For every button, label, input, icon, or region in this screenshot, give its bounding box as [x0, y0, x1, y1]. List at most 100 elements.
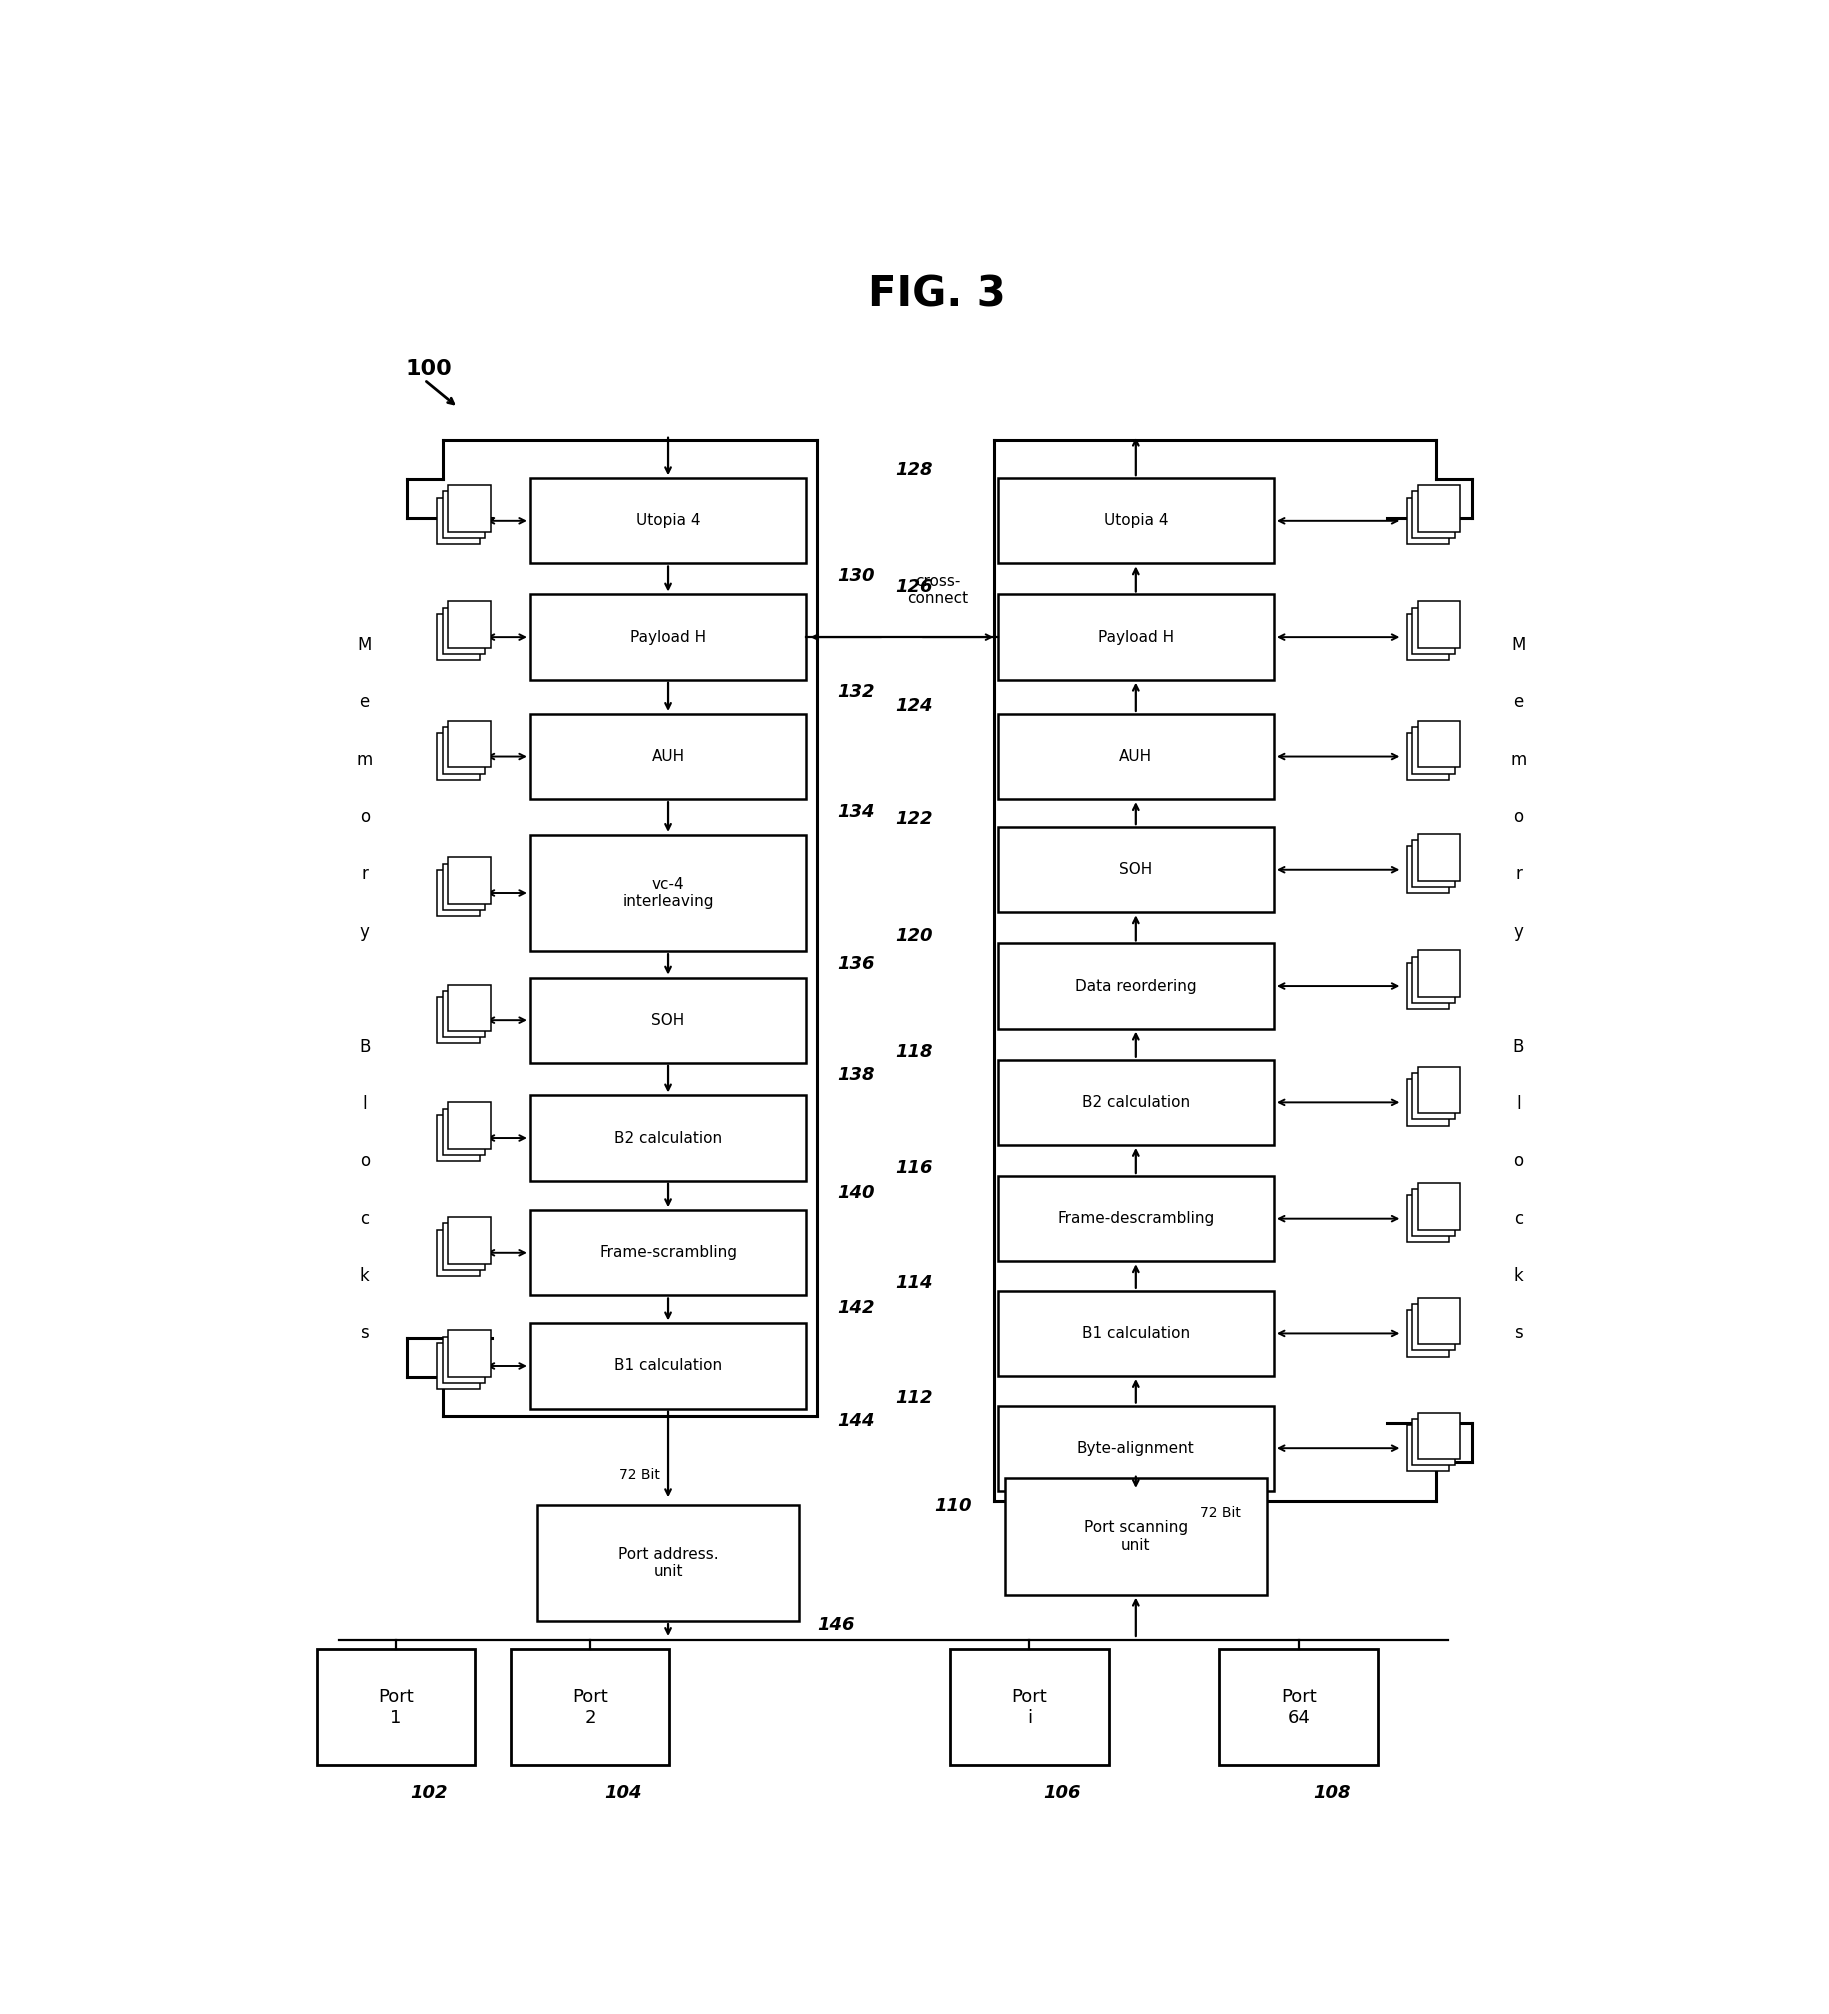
- Bar: [437, 997, 479, 1043]
- Text: B1 calculation: B1 calculation: [1081, 1325, 1191, 1341]
- Text: o: o: [360, 808, 369, 826]
- Bar: [997, 943, 1275, 1029]
- Bar: [530, 1096, 807, 1180]
- Bar: [1417, 721, 1460, 767]
- Text: y: y: [1514, 922, 1524, 941]
- Bar: [530, 477, 807, 564]
- Text: e: e: [1513, 693, 1524, 711]
- Text: 118: 118: [896, 1043, 933, 1061]
- Bar: [448, 1102, 490, 1148]
- Text: SOH: SOH: [651, 1013, 684, 1027]
- Text: cross-
connect: cross- connect: [907, 574, 968, 606]
- Bar: [448, 602, 490, 649]
- Text: B: B: [358, 1037, 371, 1055]
- Text: Port
1: Port 1: [379, 1688, 413, 1726]
- Bar: [1417, 834, 1460, 880]
- Text: FIG. 3: FIG. 3: [869, 274, 1006, 316]
- Bar: [1417, 1067, 1460, 1114]
- Text: AUH: AUH: [1119, 749, 1152, 763]
- Text: 132: 132: [838, 683, 874, 701]
- Text: m: m: [1511, 751, 1527, 769]
- Bar: [530, 977, 807, 1063]
- Text: 72 Bit: 72 Bit: [620, 1468, 660, 1482]
- Bar: [443, 608, 485, 655]
- Bar: [1407, 1311, 1449, 1357]
- Text: c: c: [1514, 1210, 1524, 1229]
- Text: 146: 146: [818, 1615, 854, 1633]
- Bar: [437, 1343, 479, 1390]
- Bar: [1417, 1412, 1460, 1458]
- Bar: [997, 477, 1275, 564]
- Text: 134: 134: [838, 804, 874, 820]
- Text: 128: 128: [896, 461, 933, 479]
- Bar: [1417, 485, 1460, 532]
- Text: m: m: [357, 751, 373, 769]
- Text: 100: 100: [406, 358, 452, 379]
- Text: l: l: [362, 1096, 368, 1114]
- Text: 124: 124: [896, 697, 933, 715]
- Text: 114: 114: [896, 1275, 933, 1293]
- Bar: [997, 594, 1275, 681]
- Text: Frame-descrambling: Frame-descrambling: [1057, 1210, 1214, 1227]
- Text: 144: 144: [838, 1412, 874, 1430]
- Text: 104: 104: [604, 1784, 642, 1803]
- Bar: [530, 1210, 807, 1295]
- Text: y: y: [360, 922, 369, 941]
- Text: 116: 116: [896, 1160, 933, 1178]
- Text: Byte-alignment: Byte-alignment: [1077, 1440, 1194, 1456]
- Bar: [530, 1323, 807, 1408]
- Text: 110: 110: [935, 1496, 971, 1515]
- Text: Payload H: Payload H: [629, 630, 706, 644]
- Bar: [1407, 1196, 1449, 1243]
- Bar: [443, 1108, 485, 1156]
- Bar: [437, 870, 479, 916]
- Bar: [1004, 1478, 1267, 1595]
- Bar: [997, 1291, 1275, 1376]
- Bar: [443, 991, 485, 1037]
- Text: 102: 102: [410, 1784, 448, 1803]
- Bar: [1417, 1182, 1460, 1229]
- Bar: [437, 733, 479, 779]
- Text: Frame-scrambling: Frame-scrambling: [600, 1245, 737, 1261]
- Text: e: e: [360, 693, 369, 711]
- Bar: [997, 828, 1275, 912]
- Text: o: o: [1513, 1152, 1524, 1170]
- Bar: [1412, 1188, 1454, 1237]
- Bar: [443, 864, 485, 910]
- Bar: [997, 1406, 1275, 1490]
- Text: 142: 142: [838, 1299, 874, 1317]
- Bar: [1417, 951, 1460, 997]
- Text: 120: 120: [896, 926, 933, 945]
- Text: 112: 112: [896, 1390, 933, 1408]
- Bar: [997, 1176, 1275, 1261]
- Text: Port scanning
unit: Port scanning unit: [1085, 1521, 1187, 1553]
- Bar: [538, 1504, 799, 1621]
- Text: o: o: [360, 1152, 369, 1170]
- Text: c: c: [360, 1210, 369, 1229]
- Bar: [1412, 491, 1454, 538]
- Bar: [510, 1649, 669, 1766]
- Text: k: k: [1514, 1267, 1524, 1285]
- Bar: [437, 497, 479, 544]
- Bar: [448, 1216, 490, 1263]
- Text: vc-4
interleaving: vc-4 interleaving: [622, 876, 713, 908]
- Bar: [1412, 608, 1454, 655]
- Text: 108: 108: [1313, 1784, 1350, 1803]
- Bar: [443, 1222, 485, 1271]
- Bar: [437, 1116, 479, 1162]
- Bar: [443, 1337, 485, 1384]
- Text: r: r: [362, 866, 368, 884]
- Text: Data reordering: Data reordering: [1075, 979, 1196, 993]
- Text: s: s: [360, 1325, 369, 1343]
- Bar: [1412, 1418, 1454, 1466]
- Bar: [1407, 497, 1449, 544]
- Bar: [1407, 963, 1449, 1009]
- Text: o: o: [1513, 808, 1524, 826]
- Bar: [530, 594, 807, 681]
- Text: 72 Bit: 72 Bit: [1200, 1506, 1242, 1519]
- Text: M: M: [1511, 636, 1525, 655]
- Text: B2 calculation: B2 calculation: [1081, 1096, 1191, 1110]
- Text: 126: 126: [896, 578, 933, 596]
- Text: B1 calculation: B1 calculation: [615, 1359, 722, 1374]
- Text: r: r: [1514, 866, 1522, 884]
